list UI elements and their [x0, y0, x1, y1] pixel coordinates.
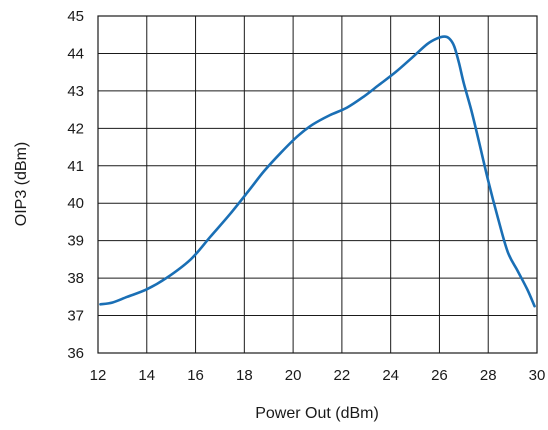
y-tick-label-1: 37	[67, 308, 84, 325]
y-tick-label-7: 43	[67, 83, 84, 100]
x-tick-label-7: 26	[431, 367, 448, 384]
y-tick-label-6: 42	[67, 120, 84, 137]
x-tick-label-4: 20	[285, 367, 302, 384]
x-axis-label: Power Out (dBm)	[255, 405, 379, 422]
x-tick-label-0: 12	[90, 367, 107, 384]
y-tick-label-9: 45	[67, 8, 84, 25]
x-tick-label-6: 24	[382, 367, 399, 384]
series-line-0	[99, 35, 536, 308]
y-tick-label-3: 39	[67, 233, 84, 250]
series-layer	[99, 35, 536, 308]
plot-frame	[97, 15, 538, 354]
y-tick-label-4: 40	[67, 195, 84, 212]
y-tick-label-2: 38	[67, 270, 84, 287]
y-tick-label-0: 36	[67, 345, 84, 362]
x-tick-label-2: 16	[187, 367, 204, 384]
x-tick-label-8: 28	[480, 367, 497, 384]
y-tick-labels: 36 37 38 39 40 41 42 43 44 45	[67, 8, 84, 362]
y-tick-label-5: 41	[67, 158, 84, 175]
y-tick-label-8: 44	[67, 45, 84, 62]
y-axis-label: OIP3 (dBm)	[13, 142, 30, 226]
plot-border	[97, 15, 538, 354]
x-tick-labels: 12 14 16 18 20 22 24 26 28 30	[90, 367, 546, 384]
grid-lines	[97, 15, 538, 354]
x-tick-label-3: 18	[236, 367, 253, 384]
x-tick-label-9: 30	[529, 367, 546, 384]
x-tick-label-1: 14	[138, 367, 155, 384]
x-tick-label-5: 22	[334, 367, 351, 384]
